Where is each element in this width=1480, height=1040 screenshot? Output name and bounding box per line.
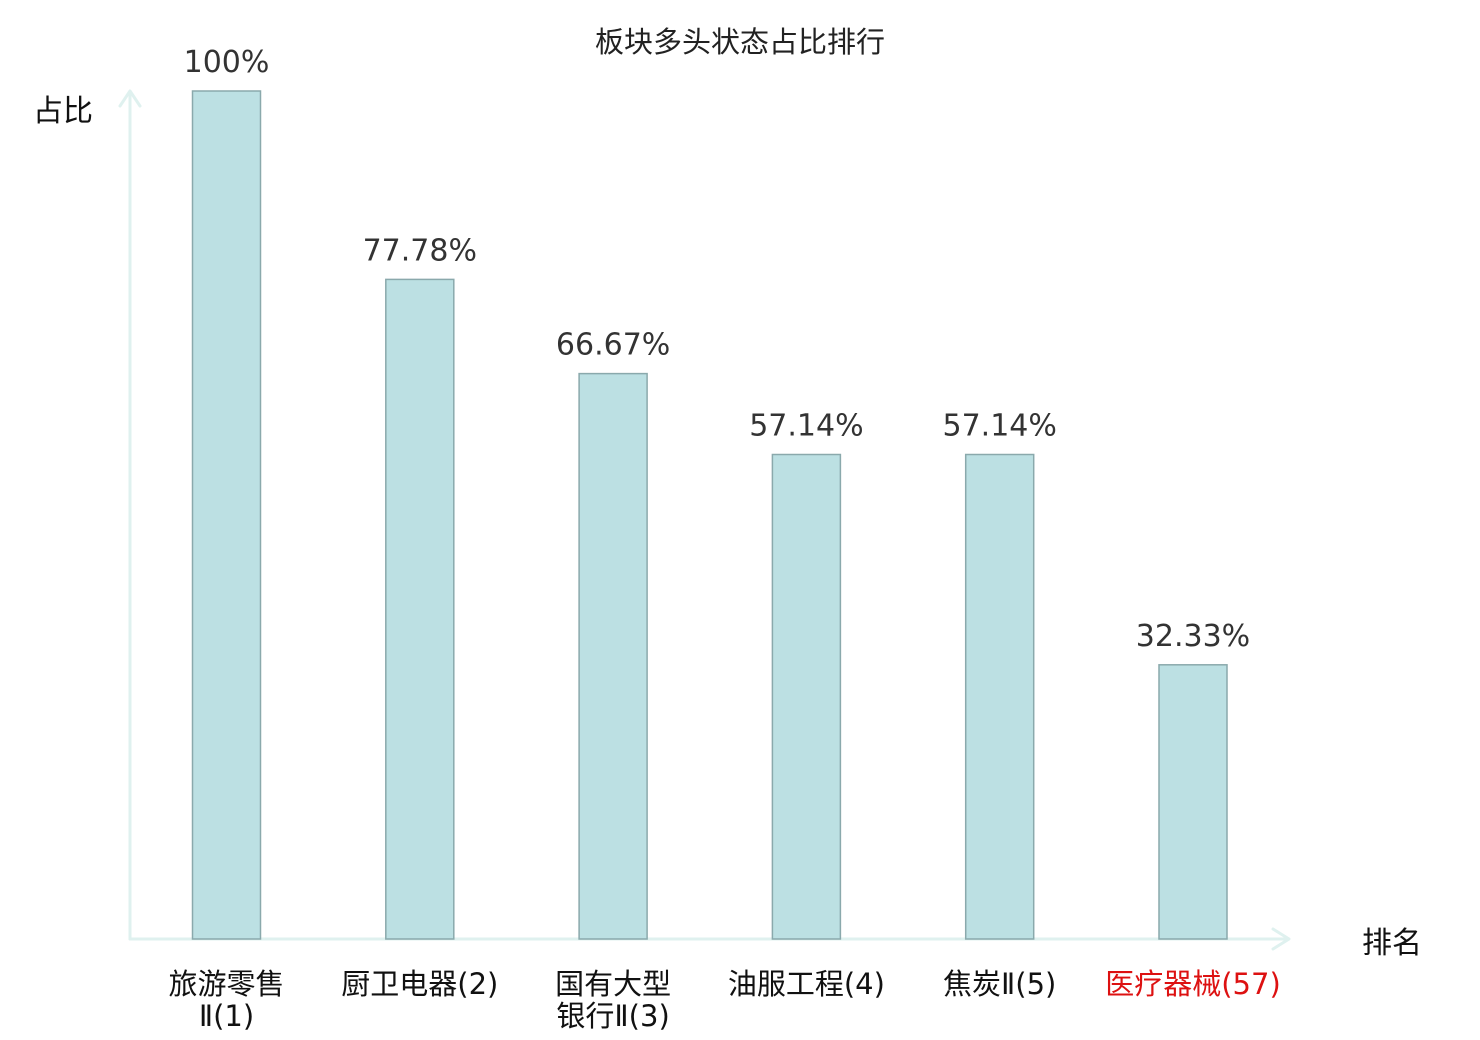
- tick-label-line: 银行Ⅱ(3): [556, 999, 669, 1033]
- bar: [1158, 664, 1228, 940]
- bar: [578, 372, 648, 940]
- tick-label-line: 焦炭Ⅱ(5): [943, 967, 1056, 1001]
- category-labels: 旅游零售 Ⅱ(1) 厨卫电器(2) 国有大型银行Ⅱ(3) 油服工程(4) 焦炭Ⅱ(5) 医疗…: [168, 967, 1280, 1033]
- bar: [385, 278, 455, 940]
- chart-title: 板块多头状态占比排行: [595, 25, 885, 59]
- tick-label-line: 油服工程(4): [728, 967, 885, 1001]
- bar: [771, 453, 842, 940]
- data-label: 100%: [184, 45, 270, 80]
- bar: [964, 453, 1035, 940]
- data-label: 66.67%: [556, 328, 670, 363]
- tick-label: 厨卫电器(2): [341, 967, 498, 1001]
- data-label: 57.14%: [749, 409, 863, 444]
- bar: [191, 90, 262, 940]
- tick-label-line: 厨卫电器(2): [341, 967, 498, 1001]
- chart-axes: [118, 89, 1291, 951]
- tick-label: 焦炭Ⅱ(5): [943, 967, 1056, 1001]
- x-axis-label: 排名: [1362, 926, 1422, 961]
- tick-label-line: 旅游零售: [168, 967, 284, 1001]
- tick-label-line: Ⅱ(1): [199, 999, 254, 1033]
- tick-label: 油服工程(4): [728, 967, 885, 1001]
- bar-series: [191, 90, 1228, 940]
- tick-label-line: 国有大型: [555, 967, 671, 1001]
- tick-label: 医疗器械(57): [1105, 967, 1281, 1001]
- x-axis-arrow: [1271, 927, 1291, 951]
- data-label: 32.33%: [1136, 619, 1250, 654]
- tick-label-line: 医疗器械(57): [1105, 967, 1281, 1001]
- y-axis-label: 占比: [33, 94, 93, 129]
- y-axis-arrow: [118, 89, 142, 108]
- tick-label: 旅游零售 Ⅱ(1): [168, 967, 284, 1033]
- data-label: 77.78%: [363, 233, 477, 268]
- tick-label: 国有大型银行Ⅱ(3): [555, 967, 671, 1033]
- data-label: 57.14%: [943, 409, 1057, 444]
- value-labels: 100% 77.78% 66.67% 57.14% 57.14% 32.33%: [184, 45, 1251, 654]
